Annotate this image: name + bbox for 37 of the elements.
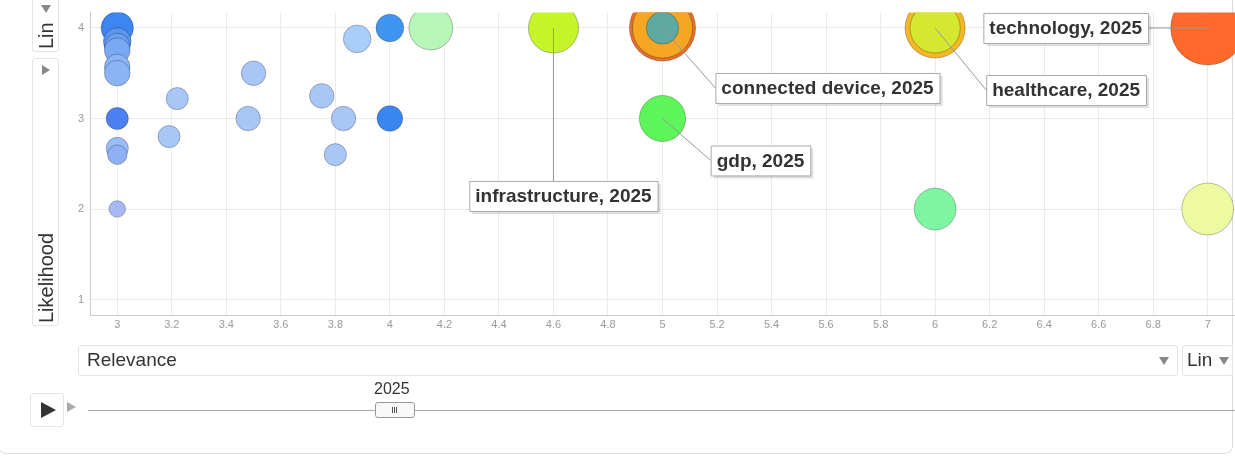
x-tick-label: 3.8 bbox=[327, 318, 344, 331]
x-tick-label: 6 bbox=[932, 318, 939, 331]
annotation: healthcare, 2025 bbox=[992, 79, 1141, 101]
x-tick-label: 4 bbox=[386, 318, 393, 331]
x-axis-dropdown: Relevance bbox=[78, 345, 1178, 376]
annotation: connected device, 2025 bbox=[721, 77, 935, 99]
y-axis-title: Likelihood bbox=[35, 232, 58, 323]
x-tick-label: 6.2 bbox=[981, 318, 998, 331]
y-tick-label: 4 bbox=[77, 21, 84, 34]
annotation: technology, 2025 bbox=[989, 17, 1143, 39]
x-tick-label: 3.2 bbox=[164, 318, 180, 331]
x-tick-label: 4.4 bbox=[491, 318, 507, 331]
x-tick-label: 4.6 bbox=[545, 318, 562, 331]
y-tick-label: 2 bbox=[77, 202, 84, 215]
annotation: gdp, 2025 bbox=[716, 149, 805, 171]
x-tick-label: 4.2 bbox=[436, 318, 453, 331]
x-tick-label: 5.8 bbox=[872, 318, 889, 331]
y-scale-dropdown: Lin bbox=[32, 0, 59, 52]
x-tick-label: 5.4 bbox=[763, 318, 780, 331]
x-tick-label: 3 bbox=[114, 318, 121, 331]
x-tick-label: 6.8 bbox=[1145, 318, 1161, 331]
x-tick-label: 5 bbox=[659, 318, 666, 331]
x-tick-label: 5.6 bbox=[818, 318, 834, 331]
text: 2025 bbox=[374, 380, 410, 398]
x-scale-dropdown: Lin bbox=[1182, 345, 1233, 376]
y-axis-dropdown: Likelihood bbox=[32, 58, 59, 326]
x-tick-label: 7 bbox=[1204, 318, 1211, 331]
annotation: infrastructure, 2025 bbox=[475, 185, 653, 207]
x-tick-label: 5.2 bbox=[709, 318, 725, 331]
y-tick-label: 3 bbox=[77, 111, 84, 124]
x-tick-label: 3.6 bbox=[273, 318, 289, 331]
x-axis-title: Relevance bbox=[87, 349, 177, 370]
x-tick-label: 3.4 bbox=[218, 318, 234, 331]
x-tick-label: 4.8 bbox=[600, 318, 616, 331]
y-tick-label: 1 bbox=[77, 292, 84, 305]
x-tick-label: 6.4 bbox=[1036, 318, 1052, 331]
x-tick-label: 6.6 bbox=[1091, 318, 1107, 331]
